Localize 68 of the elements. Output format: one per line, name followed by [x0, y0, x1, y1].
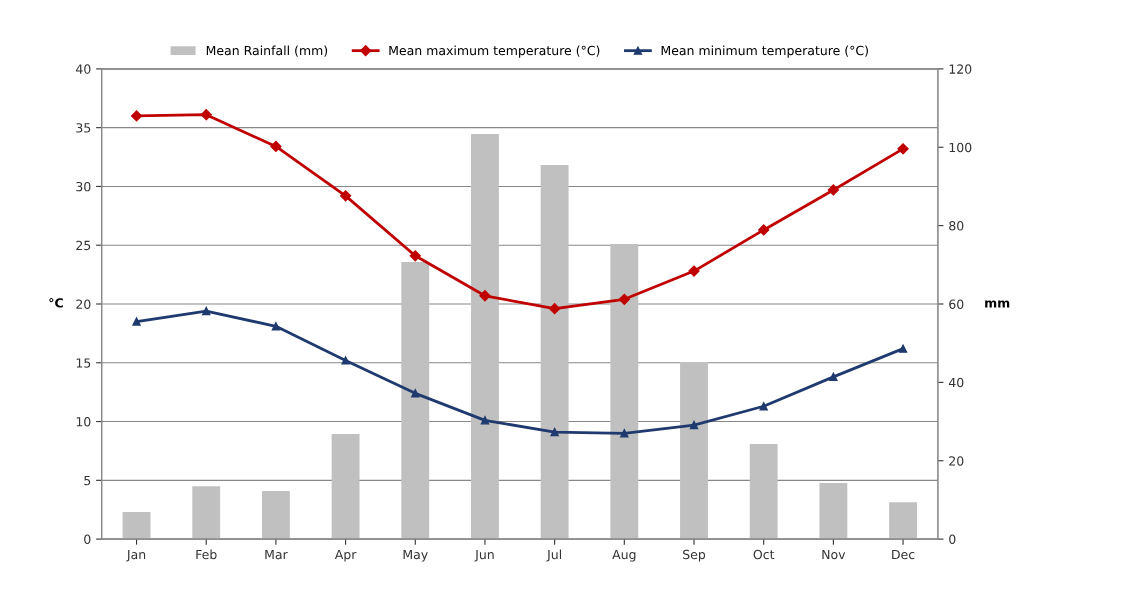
- point: [480, 416, 490, 425]
- point: [827, 184, 839, 196]
- x-tick-label: Mar: [265, 549, 288, 560]
- x-tick-label: May: [403, 549, 428, 562]
- legend-label: Mean Rainfall (mm): [206, 45, 328, 57]
- point: [270, 140, 282, 153]
- y-tick-label: 5: [84, 475, 91, 486]
- legend-label: Mean maximum temperature (°C): [389, 45, 600, 58]
- y2-tick-label: 20: [949, 456, 964, 466]
- bar: [261, 490, 290, 540]
- point: [897, 143, 909, 155]
- bar: [889, 502, 917, 540]
- point: [130, 110, 143, 122]
- y2-tick-label: 80: [949, 221, 964, 231]
- bar: [401, 262, 430, 540]
- bar: [331, 434, 360, 540]
- y-tick-label: 40: [75, 64, 91, 74]
- x-tick-label: Nov: [822, 549, 846, 560]
- point: [132, 317, 141, 326]
- x-tick-label: Jul: [546, 549, 562, 562]
- y-tick-label: 15: [76, 358, 91, 368]
- point: [341, 356, 350, 365]
- y2-tick-label: 40: [948, 377, 964, 388]
- bar: [540, 164, 569, 540]
- x-tick-label: Sep: [683, 549, 706, 562]
- y-tick-label: 0: [84, 534, 91, 545]
- y-tick-label: 25: [76, 240, 91, 251]
- bar: [610, 244, 639, 540]
- y-tick-label: 10: [76, 417, 91, 427]
- x-tick-label: Dec: [892, 549, 915, 560]
- point: [549, 303, 561, 315]
- point: [202, 306, 211, 316]
- point: [271, 322, 281, 331]
- point: [411, 389, 420, 398]
- bar: [819, 483, 848, 540]
- y2-axis-title: mm: [985, 300, 1010, 308]
- x-tick-label: Apr: [334, 549, 357, 562]
- x-tick-label: Feb: [196, 549, 217, 560]
- point: [479, 290, 491, 302]
- point: [409, 250, 421, 262]
- bar: [122, 512, 151, 540]
- bar: [471, 133, 499, 540]
- point: [200, 109, 212, 121]
- x-tick-label: Oct: [753, 549, 775, 560]
- y2-tick-label: 0: [949, 534, 956, 545]
- x-tick-label: Jan: [126, 549, 146, 562]
- y2-tick-label: 120: [949, 64, 972, 74]
- x-tick-label: Aug: [612, 549, 636, 562]
- bar: [680, 361, 708, 540]
- x-tick-label: Jun: [474, 549, 494, 562]
- bar: [749, 443, 778, 540]
- y-axis-title: °C: [49, 298, 63, 308]
- point: [618, 293, 630, 305]
- point: [898, 344, 908, 353]
- point: [758, 224, 770, 236]
- bar: [192, 486, 221, 540]
- point: [689, 420, 699, 430]
- y-tick-label: 30: [76, 181, 91, 192]
- y2-tick-label: 100: [949, 142, 972, 153]
- point: [759, 402, 768, 411]
- point: [550, 427, 559, 437]
- y2-tick-label: 60: [949, 299, 964, 309]
- point: [339, 190, 352, 202]
- y-tick-label: 20: [76, 299, 91, 309]
- legend-label: Mean minimum temperature (°C): [661, 45, 868, 58]
- y-tick-label: 35: [76, 123, 91, 133]
- point: [829, 372, 838, 382]
- point: [620, 429, 629, 438]
